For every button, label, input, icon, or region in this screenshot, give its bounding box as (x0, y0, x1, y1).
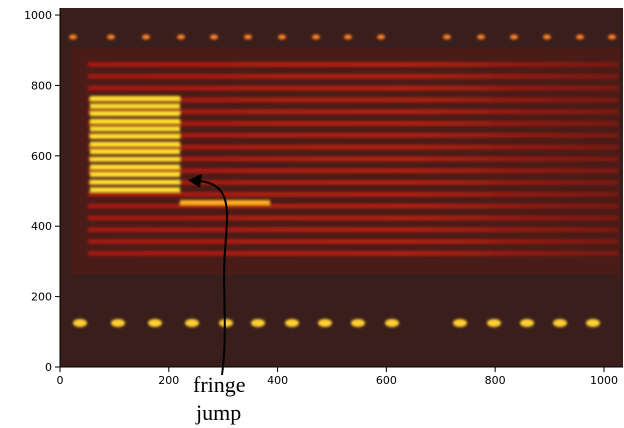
x-tick-label: 800 (485, 374, 506, 387)
spot (185, 319, 199, 327)
y-tick-label: 1000 (24, 9, 52, 22)
bright-fringe (90, 187, 180, 192)
annotation-text: fringe (193, 372, 246, 397)
y-tick-label: 0 (45, 361, 52, 374)
spot (586, 319, 600, 327)
spot (111, 319, 125, 327)
spot (312, 35, 320, 40)
spot (377, 35, 385, 40)
spot (219, 319, 233, 327)
x-tick-label: 0 (57, 374, 64, 387)
spot (553, 319, 567, 327)
spot (385, 319, 399, 327)
fringe (88, 215, 618, 220)
fringe (88, 86, 618, 91)
spot (351, 319, 365, 327)
bright-fringe (90, 142, 180, 147)
spot (148, 319, 162, 327)
bright-fringe (90, 119, 180, 124)
annotation-text: jump (195, 400, 241, 425)
bright-fringe (90, 164, 180, 169)
y-tick-label: 200 (31, 291, 52, 304)
spot (453, 319, 467, 327)
spot (344, 35, 352, 40)
fringe (88, 192, 618, 197)
spot (443, 35, 451, 40)
spot (520, 319, 534, 327)
bright-fringe (90, 157, 180, 162)
spot (576, 35, 584, 40)
bright-fringe (90, 96, 180, 101)
bright-fringe (90, 172, 180, 177)
bright-fringe (90, 180, 180, 185)
fringe (88, 74, 618, 79)
bright-fringe (90, 134, 180, 139)
spot (69, 35, 77, 40)
chart: fringe jump 0 200 400 600 800 1000 0 200 400 600 8… (0, 0, 624, 428)
x-tick-label: 400 (267, 374, 288, 387)
bright-fringe (90, 126, 180, 131)
spot (608, 35, 616, 40)
x-tick-label: 1000 (590, 374, 618, 387)
spot (177, 35, 185, 40)
x-tick-label: 600 (376, 374, 397, 387)
fringe (88, 239, 618, 244)
spot (510, 35, 518, 40)
fringe (88, 227, 618, 232)
fringe (88, 204, 618, 209)
fringe (88, 62, 618, 67)
y-tick-label: 600 (31, 150, 52, 163)
bright-fringe (90, 111, 180, 116)
spot (487, 319, 501, 327)
fringe (88, 251, 618, 256)
spot (278, 35, 286, 40)
spot (477, 35, 485, 40)
spot (142, 35, 150, 40)
y-tick-label: 800 (31, 79, 52, 92)
spot (543, 35, 551, 40)
spot (285, 319, 299, 327)
spot (318, 319, 332, 327)
spot (251, 319, 265, 327)
y-tick-label: 400 (31, 220, 52, 233)
x-tick-label: 200 (158, 374, 179, 387)
spot (73, 319, 87, 327)
bright-fringe (90, 104, 180, 109)
bright-fringe (90, 149, 180, 154)
spot (210, 35, 218, 40)
spot (107, 35, 115, 40)
spot (244, 35, 252, 40)
